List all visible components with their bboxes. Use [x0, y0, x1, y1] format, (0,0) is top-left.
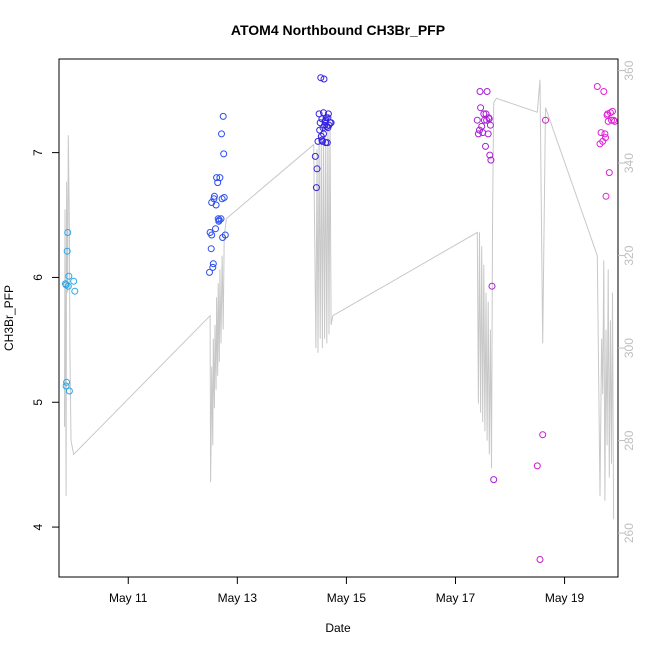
series-1-point — [215, 217, 223, 225]
series-2-point — [324, 110, 332, 118]
series-2-point — [313, 165, 321, 173]
series-1-point — [209, 260, 217, 268]
series-0-point — [70, 277, 78, 285]
series-3-point — [486, 121, 494, 129]
series-2-point — [320, 130, 327, 138]
series-5-point — [600, 88, 608, 95]
series-3-point — [487, 156, 495, 164]
y-right-tick-label: 260 — [622, 523, 636, 543]
series-5-point — [608, 116, 615, 124]
series-0-point — [65, 387, 73, 395]
series-3-point — [476, 88, 484, 95]
y-left-tick-label: 4 — [31, 523, 45, 530]
series-1-point — [218, 130, 225, 138]
x-axis-label: Date — [325, 621, 351, 635]
series-3-point — [477, 104, 485, 112]
series-4-point — [542, 116, 549, 124]
series-3-point — [473, 116, 481, 124]
series-0-point — [71, 287, 79, 295]
y-axis-right: 260 280 300 320 340 360 — [618, 60, 636, 543]
series-5-point — [610, 116, 618, 124]
x-tick-label: May 11 — [109, 591, 148, 605]
series-2-point — [314, 137, 322, 145]
series-2-point — [318, 115, 326, 123]
point-layer — [62, 74, 619, 563]
series-2-point — [322, 139, 330, 147]
series-0-point — [64, 229, 72, 236]
y-right-tick-label: 360 — [622, 60, 636, 80]
series-1-point — [208, 231, 216, 239]
y-right-tick-label: 320 — [622, 245, 636, 265]
series-5-point — [602, 192, 610, 200]
series-1-point — [212, 225, 219, 233]
chart-title: ATOM4 Northbound CH3Br_PFP — [231, 22, 445, 38]
series-1-point — [220, 150, 228, 158]
series-0-point — [65, 272, 73, 280]
series-1-point — [206, 268, 213, 276]
series-1-point — [207, 245, 215, 253]
series-5-point — [605, 169, 613, 177]
series-5-point — [593, 83, 601, 90]
series-1-point — [210, 195, 218, 203]
series-1-point — [210, 192, 218, 200]
y-left-tick-label: 5 — [31, 399, 45, 406]
series-3-point — [483, 88, 491, 95]
y-right-tick-label: 340 — [622, 153, 636, 173]
series-3-point — [474, 130, 482, 138]
y-axis-left: 4 5 6 7 — [31, 149, 59, 530]
series-4-point — [533, 462, 541, 470]
series-2-point — [327, 119, 335, 127]
series-0-point — [63, 247, 71, 255]
series-3-point — [486, 151, 494, 159]
series-4-point — [539, 431, 547, 439]
series-1-point — [221, 231, 229, 239]
x-tick-label: May 19 — [545, 591, 585, 605]
series-2-point — [317, 74, 325, 82]
y-right-tick-label: 280 — [622, 430, 636, 450]
series-0-point — [62, 382, 70, 390]
series-3-point — [488, 282, 496, 290]
series-1-point — [212, 201, 220, 209]
y-left-tick-label: 6 — [31, 274, 45, 281]
series-1-point — [219, 112, 227, 120]
series-5-point — [604, 110, 612, 118]
series-3-point — [490, 476, 498, 484]
series-5-point — [602, 134, 609, 142]
x-tick-label: May 17 — [436, 591, 476, 605]
series-2-point — [312, 184, 320, 192]
series-4-point — [536, 556, 544, 563]
series-6-line — [64, 79, 615, 520]
plot-area — [58, 58, 619, 578]
series-2-point — [318, 137, 326, 145]
y-right-tick-label: 300 — [622, 338, 636, 358]
series-2-point — [311, 152, 319, 160]
series-2-point — [320, 75, 328, 83]
series-3-point — [485, 114, 493, 122]
series-3-point — [484, 130, 492, 138]
x-axis: May 11 May 13 May 15 May 17 May 19 — [109, 577, 585, 605]
x-tick-label: May 13 — [218, 591, 258, 605]
series-1-point — [220, 194, 228, 201]
series-5-point — [601, 130, 609, 138]
line-layer — [64, 79, 615, 520]
series-1-point — [209, 263, 217, 271]
series-2-point — [324, 124, 332, 132]
y-left-tick-label: 7 — [31, 149, 45, 156]
x-tick-label: May 15 — [327, 591, 367, 605]
series-0-point — [63, 378, 71, 386]
series-1-point — [213, 174, 221, 182]
y-axis-label: CH3Br_PFP — [2, 285, 16, 351]
series-5-point — [597, 129, 605, 137]
series-3-point — [482, 142, 489, 150]
series-0-point — [62, 281, 70, 289]
series-1-point — [216, 174, 224, 182]
